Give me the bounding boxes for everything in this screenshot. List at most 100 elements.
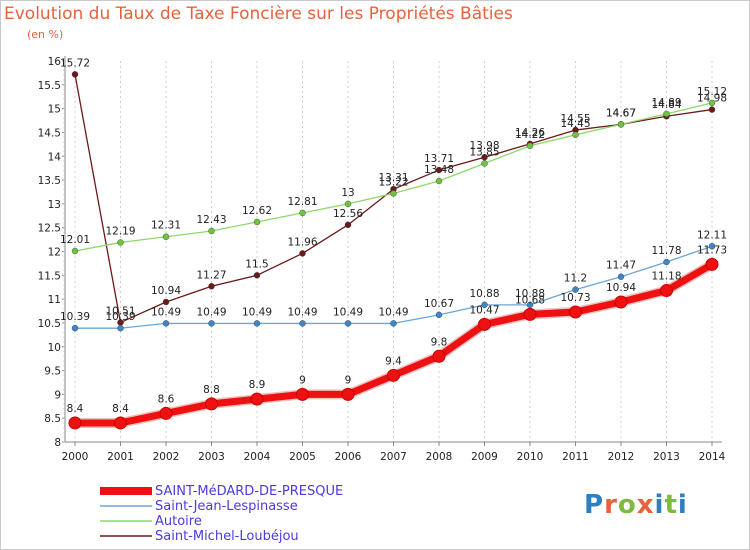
y-tick-label: 15.5: [38, 80, 61, 92]
data-label: 9: [299, 374, 306, 386]
y-tick-label: 8: [54, 437, 61, 449]
data-label: 13: [341, 187, 354, 199]
data-label: 14.22: [515, 129, 545, 141]
y-tick-label: 15: [48, 104, 61, 116]
data-label: 9.4: [385, 355, 402, 367]
legend-label-saint-medard: SAINT-MéDARD-DE-PRESQUE: [155, 484, 344, 499]
data-label: 11.47: [606, 260, 636, 272]
data-point: [253, 272, 261, 279]
data-label: 10.49: [333, 306, 363, 318]
data-label: 13.71: [424, 153, 454, 165]
data-label: 10.94: [606, 282, 636, 294]
data-point: [117, 239, 124, 246]
data-label: 11.18: [651, 271, 681, 283]
x-tick-label: 2007: [380, 451, 407, 463]
data-point: [435, 177, 443, 185]
data-label: 12.11: [697, 229, 727, 241]
data-label: 13.98: [469, 140, 499, 152]
data-label: 11.27: [196, 269, 226, 281]
data-point: [205, 397, 218, 411]
data-label: 10.49: [151, 306, 181, 318]
y-tick-label: 8.5: [44, 413, 61, 425]
data-point: [478, 317, 491, 331]
data-point: [708, 106, 716, 113]
y-tick-label: 9.5: [44, 366, 61, 378]
data-label: 12.56: [333, 208, 363, 220]
data-point: [162, 233, 170, 240]
data-label: 11.5: [245, 258, 268, 270]
data-point: [435, 311, 443, 319]
data-label: 10.47: [469, 304, 499, 316]
data-label: 13.85: [469, 146, 499, 158]
data-label: 10.51: [105, 305, 135, 317]
x-tick-label: 2005: [289, 451, 316, 463]
data-label: 14.45: [560, 118, 590, 130]
x-tick-label: 2008: [426, 451, 453, 463]
data-point: [253, 320, 261, 327]
data-label: 15.12: [697, 86, 727, 98]
data-label: 10.49: [287, 306, 317, 318]
logo-letter: o: [617, 490, 637, 520]
data-label: 10.39: [60, 311, 90, 323]
chart-title: Evolution du Taux de Taxe Foncière sur l…: [4, 4, 513, 24]
y-tick-label: 14: [48, 151, 62, 163]
data-point: [523, 307, 537, 321]
x-tick-label: 2012: [608, 451, 635, 463]
data-label: 14.55: [560, 113, 590, 125]
data-label: 12.01: [60, 234, 90, 246]
data-label: 14.67: [606, 107, 636, 119]
data-label: 11.2: [564, 273, 587, 285]
data-point: [526, 301, 534, 309]
data-point: [162, 298, 170, 306]
y-tick-label: 16: [48, 56, 62, 68]
data-point: [296, 387, 309, 401]
data-point: [705, 257, 719, 271]
data-label: 13.31: [378, 172, 408, 184]
data-point: [572, 131, 579, 139]
y-tick-label: 11.5: [38, 270, 61, 282]
data-label: 10.73: [560, 292, 590, 304]
x-tick-label: 2001: [107, 451, 134, 463]
y-tick-label: 11: [48, 294, 61, 306]
data-point: [614, 295, 628, 309]
data-point: [341, 387, 355, 401]
x-tick-label: 2000: [62, 451, 89, 463]
legend-label-saint-michel: Saint-Michel-Loubéjou: [155, 529, 299, 544]
data-point: [68, 416, 82, 430]
data-point: [572, 286, 579, 293]
data-point: [390, 320, 397, 327]
data-point: [526, 142, 534, 149]
data-label: 14.98: [697, 93, 727, 105]
data-point: [344, 221, 352, 229]
data-label: 9.8: [431, 336, 448, 348]
y-tick-label: 10: [48, 342, 61, 354]
data-label: 10.88: [515, 288, 545, 300]
data-label: 12.19: [105, 225, 135, 237]
data-point: [390, 190, 397, 197]
x-tick-label: 2006: [335, 451, 362, 463]
data-point: [617, 121, 625, 128]
data-point: [663, 110, 670, 118]
logo-letter: P: [584, 490, 605, 520]
data-point: [250, 392, 264, 406]
data-label: 11.73: [697, 244, 727, 256]
data-point: [708, 99, 716, 107]
y-tick-label: 12.5: [38, 223, 61, 235]
x-tick-label: 2013: [653, 451, 680, 463]
data-point: [435, 166, 443, 174]
data-point: [432, 349, 446, 363]
data-label: 14.26: [515, 127, 545, 139]
data-point: [344, 320, 352, 327]
data-label: 10.49: [378, 306, 408, 318]
data-point: [208, 320, 215, 327]
x-tick-label: 2004: [244, 451, 271, 463]
data-label: 14.67: [606, 107, 636, 119]
data-label: 12.43: [196, 214, 226, 226]
data-label: 10.68: [515, 294, 545, 306]
data-label: 9: [345, 374, 352, 386]
data-point: [299, 209, 306, 217]
y-unit-label: (en %): [27, 28, 64, 41]
data-label: 8.8: [203, 384, 220, 396]
x-tick-label: 2002: [153, 451, 180, 463]
